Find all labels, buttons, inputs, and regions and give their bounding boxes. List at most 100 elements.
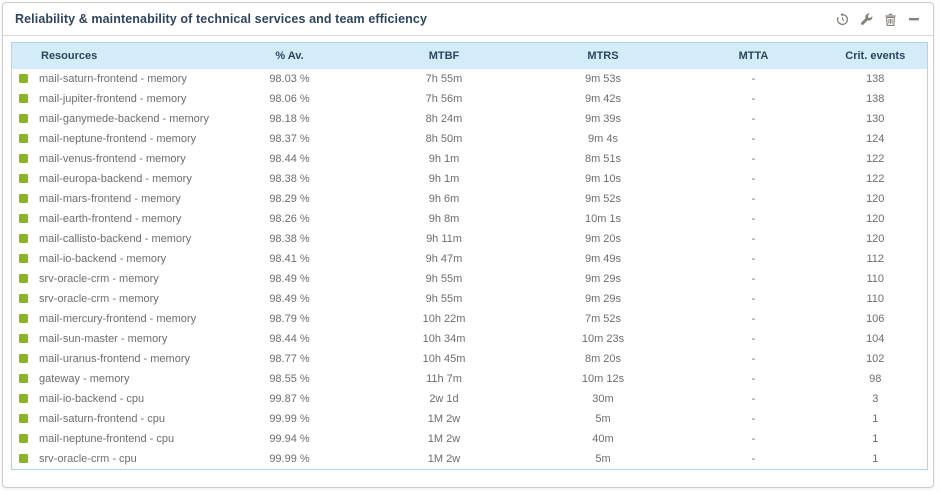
column-header-mtta[interactable]: MTTA bbox=[683, 42, 824, 69]
mtbf-cell: 1M 2w bbox=[365, 449, 523, 470]
availability-cell: 99.99 % bbox=[213, 449, 366, 470]
availability-cell: 98.26 % bbox=[213, 209, 366, 229]
crit-events-cell: 1 bbox=[823, 429, 928, 449]
resource-name: mail-saturn-frontend - cpu bbox=[39, 413, 165, 426]
mtbf-cell: 9h 1m bbox=[365, 149, 523, 169]
mtta-cell: - bbox=[683, 389, 824, 409]
mtta-cell: - bbox=[683, 109, 824, 129]
crit-events-cell: 120 bbox=[823, 209, 928, 229]
mtrs-cell: 9m 49s bbox=[522, 249, 684, 269]
resource-name: srv-oracle-crm - memory bbox=[39, 293, 159, 306]
status-ok-icon bbox=[19, 373, 28, 383]
availability-cell: 99.87 % bbox=[213, 389, 366, 409]
crit-events-cell: 110 bbox=[823, 269, 928, 289]
mtta-cell: - bbox=[683, 249, 824, 269]
resource-cell: mail-saturn-frontend - memory bbox=[11, 69, 214, 89]
status-ok-icon bbox=[19, 73, 28, 83]
resource-name: srv-oracle-crm - cpu bbox=[39, 453, 137, 466]
status-ok-icon bbox=[19, 393, 28, 403]
mtbf-cell: 9h 6m bbox=[365, 189, 523, 209]
crit-events-cell: 104 bbox=[823, 329, 928, 349]
reliability-table: Resources % Av. MTBF MTRS MTTA Crit. eve… bbox=[11, 42, 928, 470]
mtrs-cell: 9m 53s bbox=[522, 69, 684, 89]
resource-cell: mail-earth-frontend - memory bbox=[11, 209, 214, 229]
availability-cell: 98.77 % bbox=[213, 349, 366, 369]
availability-cell: 98.37 % bbox=[213, 129, 366, 149]
status-ok-icon bbox=[19, 173, 28, 183]
wrench-icon[interactable] bbox=[859, 12, 873, 26]
crit-events-cell: 3 bbox=[823, 389, 928, 409]
crit-events-cell: 120 bbox=[823, 189, 928, 209]
widget-header: Reliability & maintenability of technica… bbox=[3, 3, 933, 36]
availability-cell: 98.38 % bbox=[213, 169, 366, 189]
resource-cell: srv-oracle-crm - cpu bbox=[11, 449, 214, 470]
mtbf-cell: 9h 8m bbox=[365, 209, 523, 229]
status-ok-icon bbox=[19, 453, 28, 463]
mtrs-cell: 9m 4s bbox=[522, 129, 684, 149]
mtta-cell: - bbox=[683, 429, 824, 449]
mtta-cell: - bbox=[683, 229, 824, 249]
resource-cell: mail-mars-frontend - memory bbox=[11, 189, 214, 209]
mtrs-cell: 8m 20s bbox=[522, 349, 684, 369]
status-ok-icon bbox=[19, 273, 28, 283]
mtta-cell: - bbox=[683, 269, 824, 289]
column-header-availability[interactable]: % Av. bbox=[213, 42, 366, 69]
mtrs-cell: 9m 20s bbox=[522, 229, 684, 249]
availability-cell: 98.03 % bbox=[213, 69, 366, 89]
table-row: mail-callisto-backend - memory 98.38 % 9h … bbox=[11, 229, 928, 249]
refresh-icon[interactable] bbox=[835, 12, 849, 26]
mtbf-cell: 10h 34m bbox=[365, 329, 523, 349]
availability-cell: 98.55 % bbox=[213, 369, 366, 389]
table-row: mail-saturn-frontend - memory 98.03 % 7h 5… bbox=[11, 69, 928, 89]
mtbf-cell: 9h 47m bbox=[365, 249, 523, 269]
minimize-icon[interactable] bbox=[907, 12, 921, 26]
mtbf-cell: 10h 45m bbox=[365, 349, 523, 369]
status-ok-icon bbox=[19, 253, 28, 263]
table-row: mail-neptune-frontend - cpu 99.94 % 1M 2w 4… bbox=[11, 429, 928, 449]
crit-events-cell: 1 bbox=[823, 449, 928, 470]
resource-cell: mail-mercury-frontend - memory bbox=[11, 309, 214, 329]
availability-cell: 99.94 % bbox=[213, 429, 366, 449]
column-header-crit-events[interactable]: Crit. events bbox=[823, 42, 928, 69]
status-ok-icon bbox=[19, 153, 28, 163]
table-row: srv-oracle-crm - memory 98.49 % 9h 55m 9m 2… bbox=[11, 289, 928, 309]
status-ok-icon bbox=[19, 113, 28, 123]
mtta-cell: - bbox=[683, 89, 824, 109]
crit-events-cell: 122 bbox=[823, 149, 928, 169]
crit-events-cell: 98 bbox=[823, 369, 928, 389]
table-row: mail-mars-frontend - memory 98.29 % 9h 6m 9… bbox=[11, 189, 928, 209]
resource-cell: mail-jupiter-frontend - memory bbox=[11, 89, 214, 109]
trash-icon[interactable] bbox=[883, 12, 897, 26]
mtta-cell: - bbox=[683, 369, 824, 389]
mtrs-cell: 9m 10s bbox=[522, 169, 684, 189]
column-header-mtrs[interactable]: MTRS bbox=[522, 42, 684, 69]
mtta-cell: - bbox=[683, 309, 824, 329]
mtrs-cell: 10m 12s bbox=[522, 369, 684, 389]
table-header-row: Resources % Av. MTBF MTRS MTTA Crit. eve… bbox=[11, 42, 928, 69]
resource-name: mail-callisto-backend - memory bbox=[39, 233, 192, 246]
resource-cell: mail-ganymede-backend - memory bbox=[11, 109, 214, 129]
status-ok-icon bbox=[19, 433, 28, 443]
report-table-container: Resources % Av. MTBF MTRS MTTA Crit. eve… bbox=[11, 42, 928, 470]
resource-cell: mail-callisto-backend - memory bbox=[11, 229, 214, 249]
table-row: mail-venus-frontend - memory 98.44 % 9h 1m… bbox=[11, 149, 928, 169]
resource-name: mail-europa-backend - memory bbox=[39, 173, 192, 186]
crit-events-cell: 124 bbox=[823, 129, 928, 149]
mtta-cell: - bbox=[683, 189, 824, 209]
mtbf-cell: 2w 1d bbox=[365, 389, 523, 409]
resource-cell: mail-io-backend - cpu bbox=[11, 389, 214, 409]
resource-cell: mail-saturn-frontend - cpu bbox=[11, 409, 214, 429]
table-row: gateway - memory 98.55 % 11h 7m 10m 12s -98 bbox=[11, 369, 928, 389]
status-ok-icon bbox=[19, 213, 28, 223]
widget-toolbar bbox=[835, 12, 921, 26]
mtta-cell: - bbox=[683, 69, 824, 89]
availability-cell: 99.99 % bbox=[213, 409, 366, 429]
column-header-mtbf[interactable]: MTBF bbox=[365, 42, 523, 69]
resource-cell: srv-oracle-crm - memory bbox=[11, 289, 214, 309]
column-header-resources[interactable]: Resources bbox=[11, 42, 214, 69]
availability-cell: 98.44 % bbox=[213, 329, 366, 349]
status-ok-icon bbox=[19, 313, 28, 323]
mtbf-cell: 9h 1m bbox=[365, 169, 523, 189]
resource-cell: mail-io-backend - memory bbox=[11, 249, 214, 269]
mtrs-cell: 9m 52s bbox=[522, 189, 684, 209]
